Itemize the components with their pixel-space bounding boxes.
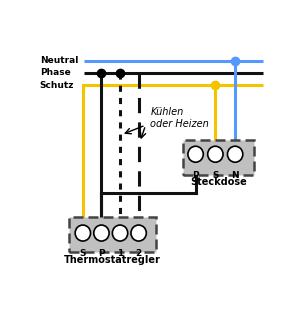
Circle shape — [208, 146, 223, 162]
Text: Neutral: Neutral — [40, 56, 78, 65]
Circle shape — [94, 225, 109, 241]
Circle shape — [227, 146, 243, 162]
Text: S: S — [212, 171, 219, 180]
Text: P: P — [192, 171, 199, 180]
Text: 2: 2 — [136, 249, 142, 258]
FancyBboxPatch shape — [69, 217, 156, 252]
Text: Thermostatregler: Thermostatregler — [64, 255, 161, 265]
Text: Kühlen
oder Heizen: Kühlen oder Heizen — [150, 107, 209, 129]
Text: S: S — [80, 249, 86, 258]
FancyBboxPatch shape — [183, 140, 254, 175]
Circle shape — [188, 146, 203, 162]
Text: 1: 1 — [117, 249, 123, 258]
Circle shape — [112, 225, 128, 241]
Circle shape — [75, 225, 91, 241]
Text: N: N — [231, 171, 239, 180]
Text: Schutz: Schutz — [40, 81, 74, 89]
Text: Phase: Phase — [40, 68, 70, 77]
Text: Steckdose: Steckdose — [190, 177, 247, 187]
Circle shape — [131, 225, 146, 241]
Text: P: P — [98, 249, 105, 258]
